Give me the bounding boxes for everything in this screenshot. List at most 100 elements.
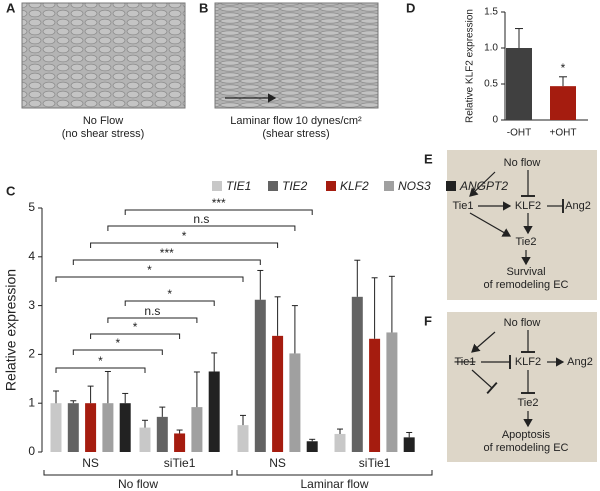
error-bar — [388, 275, 395, 333]
bar — [403, 437, 415, 452]
significance-bracket — [55, 367, 146, 373]
x-tick-label: NS — [82, 456, 99, 470]
significance-label: * — [98, 354, 103, 368]
diagram: No flow Tie1 KLF2 Ang2 Tie2 Apoptosis of… — [447, 312, 597, 462]
panel-label: A — [6, 0, 16, 15]
significance-bracket — [90, 333, 181, 339]
diagram-box — [447, 312, 597, 462]
legend-swatch — [326, 181, 336, 191]
significance-bracket — [107, 317, 198, 323]
diagram: No flow Tie1 KLF2 Ang2 Tie2 Survival of … — [447, 150, 597, 300]
bar — [139, 427, 151, 452]
significance-bracket — [72, 349, 163, 355]
y-tick-label: 1.5 — [484, 7, 498, 18]
legend-swatch — [268, 181, 278, 191]
diagram-box — [447, 150, 597, 300]
bar — [369, 338, 381, 452]
bar — [289, 353, 301, 452]
y-tick-label: 0 — [492, 115, 498, 126]
legend-swatch — [446, 181, 456, 191]
bar — [67, 403, 79, 452]
node: No flow — [504, 157, 541, 169]
legend-label: KLF2 — [340, 179, 369, 193]
panel-label: E — [424, 151, 433, 166]
significance-bracket — [72, 259, 261, 265]
x-tick-label: siTie1 — [164, 456, 196, 470]
error-bar — [122, 392, 129, 404]
error-bar — [53, 390, 59, 404]
caption: Laminar flow 10 dynes/cm² — [230, 115, 362, 127]
bar — [272, 335, 284, 452]
error-bar — [240, 414, 246, 426]
node: Tie2 — [518, 397, 539, 409]
error-bar — [142, 419, 148, 428]
significance-label: * — [167, 287, 172, 301]
node: Tie1 — [453, 200, 474, 212]
significance-bracket — [55, 276, 244, 282]
bar — [386, 332, 398, 452]
arrow — [471, 331, 496, 353]
significance-label: n.s — [193, 212, 209, 226]
significance-label: * — [133, 320, 138, 334]
bar — [306, 441, 318, 452]
bar — [254, 299, 266, 452]
panel-label: D — [406, 0, 415, 15]
error-bar — [515, 28, 523, 48]
arrow — [469, 171, 496, 197]
error-bar — [193, 371, 200, 408]
y-tick-label: 4 — [28, 249, 35, 263]
caption: (shear stress) — [262, 128, 329, 140]
panel-label: B — [199, 0, 208, 15]
y-tick-label: 2 — [28, 347, 35, 361]
outcome: of remodeling EC — [484, 442, 569, 454]
bar — [119, 403, 131, 452]
inhibit — [471, 369, 498, 394]
bar — [334, 433, 346, 452]
error-bar — [257, 269, 264, 300]
significance-label: * — [147, 263, 152, 277]
caption: No Flow — [83, 115, 123, 127]
bar — [174, 433, 186, 452]
y-tick-label: 1 — [28, 395, 35, 409]
significance-label: * — [561, 61, 566, 75]
group-label: Laminar flow — [300, 477, 368, 491]
error-bar — [159, 406, 166, 417]
bar — [351, 296, 363, 452]
node: Ang2 — [567, 356, 593, 368]
bar — [50, 403, 62, 452]
error-bar — [274, 296, 281, 336]
significance-bracket — [90, 242, 279, 248]
micrograph — [21, 2, 186, 109]
node: KLF2 — [515, 356, 541, 368]
significance-bracket — [107, 225, 296, 231]
node: No flow — [504, 317, 541, 329]
node: Ang2 — [565, 200, 591, 212]
outcome: Survival — [506, 266, 545, 278]
error-bar — [309, 438, 316, 442]
legend-label: TIE1 — [226, 179, 251, 193]
error-bar — [291, 305, 298, 354]
y-tick-label: 0.5 — [484, 79, 498, 90]
bar — [237, 425, 249, 452]
y-tick-label: 5 — [28, 200, 35, 214]
legend-label: NOS3 — [398, 179, 431, 193]
micrograph — [214, 2, 379, 109]
x-tick-label: siTie1 — [359, 456, 391, 470]
arrow — [469, 212, 512, 237]
error-bar — [559, 76, 567, 87]
panel-label: C — [6, 183, 16, 198]
node: Tie2 — [516, 236, 537, 248]
bar — [191, 407, 203, 452]
y-axis-label: Relative expression — [3, 269, 19, 391]
legend-swatch — [384, 181, 394, 191]
y-tick-label: 1.0 — [484, 43, 498, 54]
significance-label: * — [115, 336, 120, 350]
group-bracket — [43, 470, 233, 476]
bar — [506, 48, 532, 120]
outcome: Apoptosis — [502, 429, 551, 441]
caption: (no shear stress) — [62, 128, 145, 140]
x-tick-label: +OHT — [550, 128, 577, 139]
significance-label: n.s — [144, 304, 160, 318]
bar — [208, 371, 220, 452]
